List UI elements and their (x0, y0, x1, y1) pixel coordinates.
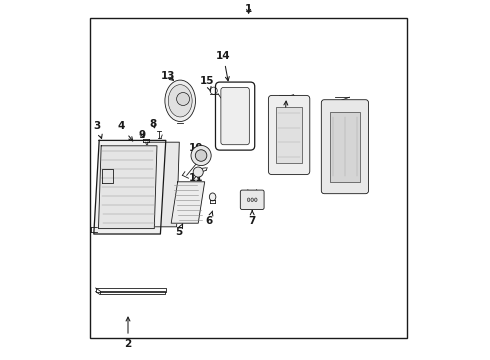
Ellipse shape (168, 85, 192, 117)
Ellipse shape (165, 80, 196, 122)
Text: 7: 7 (248, 211, 256, 226)
FancyBboxPatch shape (221, 87, 249, 145)
Bar (276, 107, 302, 163)
FancyBboxPatch shape (269, 95, 310, 175)
Text: 2: 2 (124, 317, 132, 349)
Circle shape (176, 93, 190, 105)
Text: 5: 5 (175, 224, 183, 237)
Polygon shape (98, 146, 157, 229)
Text: 8: 8 (149, 119, 157, 129)
Text: 16: 16 (275, 101, 290, 153)
Ellipse shape (254, 198, 257, 202)
Text: 12: 12 (342, 139, 357, 156)
Circle shape (193, 167, 203, 177)
Polygon shape (171, 182, 205, 223)
Ellipse shape (247, 198, 250, 202)
Text: 9: 9 (139, 130, 146, 140)
Polygon shape (94, 140, 166, 234)
Text: 15: 15 (200, 76, 215, 91)
Text: 1: 1 (245, 4, 252, 14)
Text: 14: 14 (216, 51, 231, 81)
Ellipse shape (209, 193, 216, 201)
Text: 11: 11 (189, 173, 204, 183)
Bar (330, 112, 360, 182)
Polygon shape (143, 142, 179, 227)
Text: 4: 4 (117, 121, 133, 141)
Text: 6: 6 (205, 211, 213, 226)
Circle shape (196, 150, 207, 161)
Circle shape (191, 145, 211, 166)
FancyBboxPatch shape (321, 100, 368, 194)
Text: 13: 13 (160, 71, 175, 81)
Text: 3: 3 (94, 121, 102, 139)
FancyBboxPatch shape (240, 190, 264, 210)
Bar (90, 18, 407, 338)
Text: 10: 10 (189, 143, 204, 153)
Ellipse shape (251, 198, 253, 202)
